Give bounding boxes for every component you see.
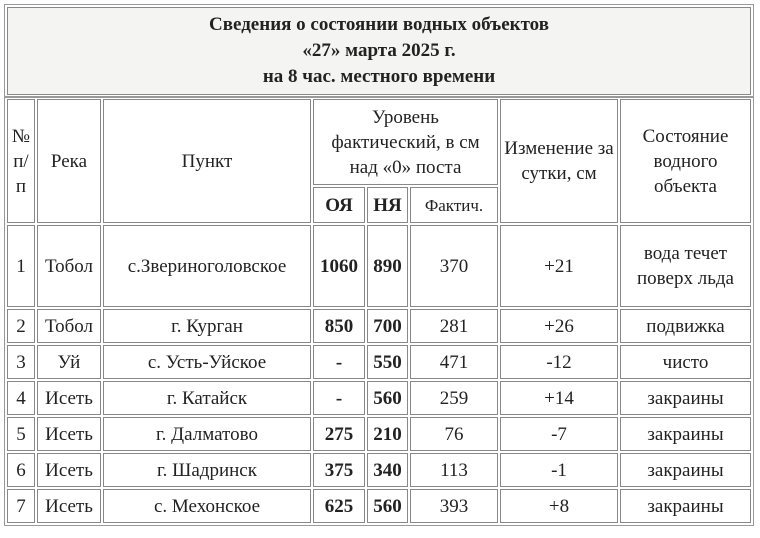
cell-point: г. Шадринск [103, 453, 311, 487]
cell-point: с. Усть-Уйское [103, 345, 311, 379]
header-state: Состояние водного объекта [620, 99, 751, 223]
cell-nya: 210 [367, 417, 408, 451]
cell-oya: - [313, 381, 365, 415]
header-level: Уровень фактический, в см над «0» поста [313, 99, 498, 185]
table-row: 7 Исеть с. Мехонское 625 560 393 +8 закраины [7, 489, 751, 523]
cell-num: 6 [7, 453, 35, 487]
header-point: Пункт [103, 99, 311, 223]
cell-state: закраины [620, 489, 751, 523]
cell-change: -12 [500, 345, 618, 379]
cell-river: Тобол [37, 225, 101, 307]
table-row: 1 Тобол с.Звериноголовское 1060 890 370 +21 вод… [7, 225, 751, 307]
title-table: Сведения о состоянии водных объектов «27… [4, 4, 754, 98]
cell-fact: 76 [410, 417, 498, 451]
cell-nya: 560 [367, 489, 408, 523]
cell-change: +26 [500, 309, 618, 343]
cell-point: г. Далматово [103, 417, 311, 451]
cell-nya: 550 [367, 345, 408, 379]
table-row: 3 Уй с. Усть-Уйское -550 471 -12 чисто [7, 345, 751, 379]
cell-oya: 275 [313, 417, 365, 451]
cell-change: -1 [500, 453, 618, 487]
cell-change: +14 [500, 381, 618, 415]
cell-fact: 393 [410, 489, 498, 523]
report: Сведения о состоянии водных объектов «27… [4, 4, 754, 526]
cell-river: Исеть [37, 453, 101, 487]
cell-state: закраины [620, 381, 751, 415]
cell-oya: 625 [313, 489, 365, 523]
cell-change: +21 [500, 225, 618, 307]
cell-river: Исеть [37, 381, 101, 415]
title-line: Сведения о состоянии водных объектов [209, 14, 549, 35]
cell-fact: 471 [410, 345, 498, 379]
cell-oya: 375 [313, 453, 365, 487]
header-nya: НЯ [367, 187, 408, 223]
cell-oya: 850 [313, 309, 365, 343]
cell-state: чисто [620, 345, 751, 379]
header-fact: Фактич. [410, 187, 498, 223]
cell-river: Уй [37, 345, 101, 379]
water-table: № п/п Река Пункт Уровень фактический, в … [4, 96, 754, 526]
cell-change: -7 [500, 417, 618, 451]
cell-num: 1 [7, 225, 35, 307]
header-river: Река [37, 99, 101, 223]
cell-point: с. Мехонское [103, 489, 311, 523]
header-change: Изменение за сутки, см [500, 99, 618, 223]
cell-state: закраины [620, 417, 751, 451]
cell-state: вода течет поверх льда [620, 225, 751, 307]
cell-fact: 259 [410, 381, 498, 415]
cell-oya: 1060 [313, 225, 365, 307]
title-time: на 8 час. местного времени [262, 66, 496, 87]
report-title: Сведения о состоянии водных объектов «27… [7, 7, 751, 95]
cell-fact: 281 [410, 309, 498, 343]
cell-river: Тобол [37, 309, 101, 343]
cell-fact: 113 [410, 453, 498, 487]
cell-num: 3 [7, 345, 35, 379]
title-date: «27» марта 2025 г. [302, 40, 456, 61]
cell-num: 2 [7, 309, 35, 343]
cell-nya: 340 [367, 453, 408, 487]
cell-change: +8 [500, 489, 618, 523]
table-row: 5 Исеть г. Далматово 275 210 76 -7 закраины [7, 417, 751, 451]
table-row: 6 Исеть г. Шадринск 375 340 113 -1 закраины [7, 453, 751, 487]
cell-num: 4 [7, 381, 35, 415]
cell-point: г. Катайск [103, 381, 311, 415]
cell-river: Исеть [37, 417, 101, 451]
header-num: № п/п [7, 99, 35, 223]
table-row: 4 Исеть г. Катайск -560 259 +14 закраины [7, 381, 751, 415]
cell-num: 5 [7, 417, 35, 451]
cell-oya: - [313, 345, 365, 379]
cell-nya: 560 [367, 381, 408, 415]
cell-fact: 370 [410, 225, 498, 307]
cell-state: подвижка [620, 309, 751, 343]
cell-river: Исеть [37, 489, 101, 523]
cell-point: г. Курган [103, 309, 311, 343]
header-oya: ОЯ [313, 187, 365, 223]
table-row: 2 Тобол г. Курган 850 700 281 +26 подвижка [7, 309, 751, 343]
cell-nya: 890 [367, 225, 408, 307]
cell-num: 7 [7, 489, 35, 523]
cell-state: закраины [620, 453, 751, 487]
cell-nya: 700 [367, 309, 408, 343]
cell-point: с.Звериноголовское [103, 225, 311, 307]
